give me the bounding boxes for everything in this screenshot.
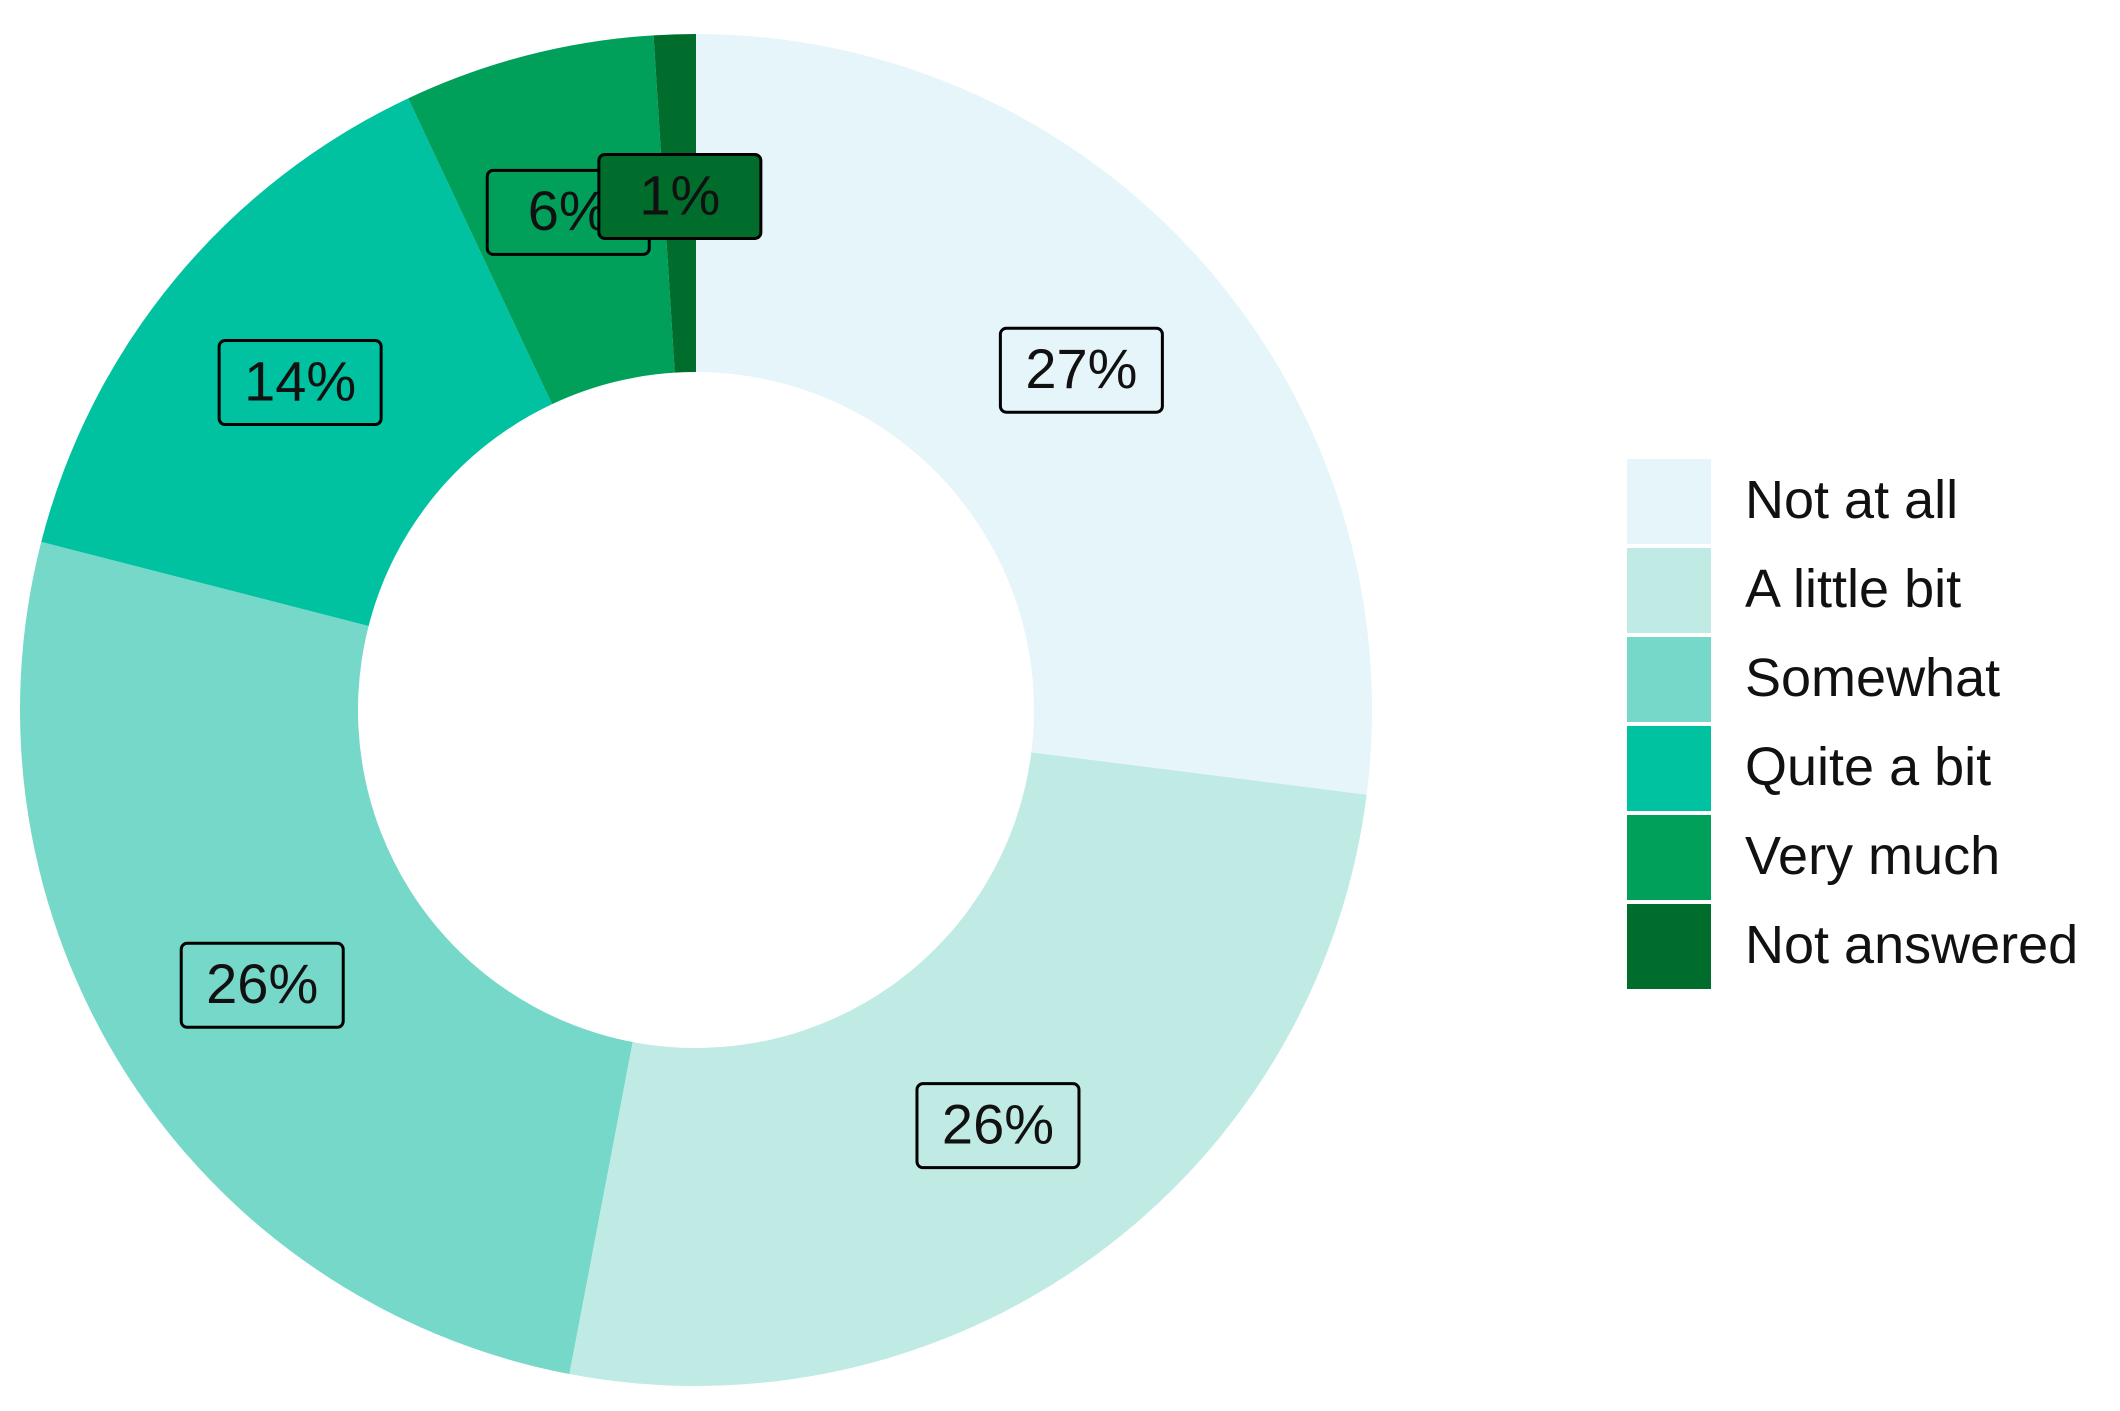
data-label-box xyxy=(597,152,763,240)
data-label: 26% xyxy=(942,1092,1054,1155)
data-label: 1% xyxy=(639,163,720,226)
legend-label: A little bit xyxy=(1745,559,1961,619)
data-label-box xyxy=(915,1082,1081,1170)
data-label-box xyxy=(179,941,345,1029)
data-label-box xyxy=(217,339,383,427)
data-label-box xyxy=(998,326,1164,414)
data-label: 6% xyxy=(528,179,609,242)
legend-label: Not at all xyxy=(1745,470,1958,530)
donut-segment xyxy=(696,34,1372,795)
legend-key xyxy=(1627,726,1711,811)
legend-label: Quite a bit xyxy=(1745,737,1991,797)
legend-key xyxy=(1627,904,1711,989)
legend-key xyxy=(1627,459,1711,544)
legend-key xyxy=(1627,637,1711,722)
data-label: 27% xyxy=(1025,337,1137,400)
legend-label: Somewhat xyxy=(1745,648,2000,708)
data-label: 14% xyxy=(244,349,356,412)
legend-label: Not answered xyxy=(1745,915,2078,975)
donut-segment xyxy=(569,752,1367,1386)
legend-key xyxy=(1627,815,1711,900)
legend-label: Very much xyxy=(1745,826,2000,886)
legend-key xyxy=(1627,548,1711,633)
data-label: 26% xyxy=(206,952,318,1015)
